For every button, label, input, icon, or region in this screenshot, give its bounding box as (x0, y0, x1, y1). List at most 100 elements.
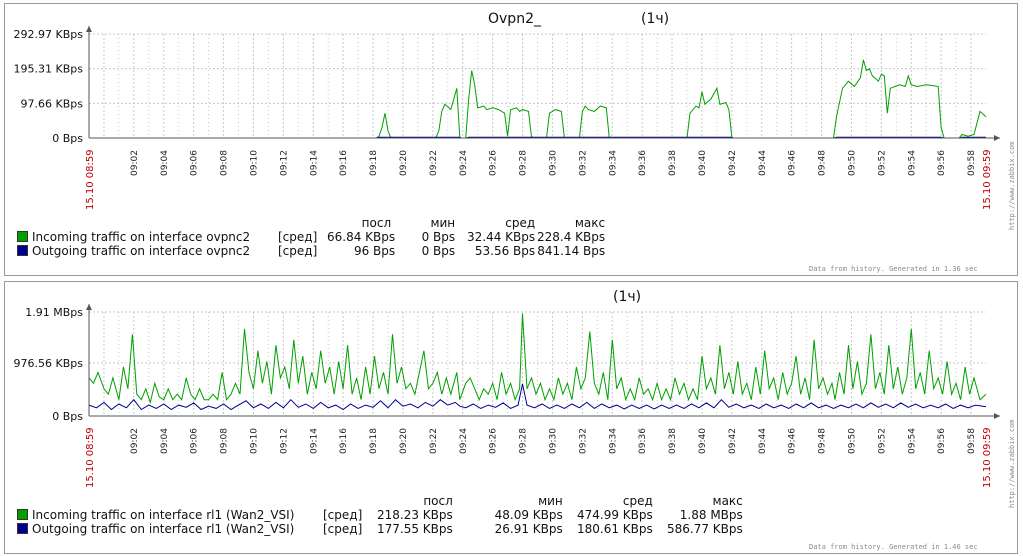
zabbix-side-link[interactable]: http://www.zabbix.com (1008, 141, 1016, 230)
time-tick-label: 09:38 (668, 428, 678, 454)
legend-max: 228.4 KBps (537, 230, 606, 244)
legend-series-name: Outgoing traffic on interface rl1 (Wan2_… (32, 522, 295, 536)
time-tick-label: 09:36 (638, 150, 648, 176)
time-tick-label: 09:54 (907, 428, 917, 454)
legend-func: [сред] (278, 230, 318, 244)
time-tick-label: 09:14 (309, 150, 319, 176)
time-tick-label: 09:14 (309, 428, 319, 454)
legend-func: [сред] (278, 244, 318, 258)
legend-header-last: посл (361, 216, 392, 230)
legend-func: [сред] (323, 522, 363, 536)
legend-func: [сред] (323, 508, 363, 522)
time-tick-label: 09:28 (519, 428, 529, 454)
legend-row-incoming: Incoming traffic on interface ovpnc2 [ср… (17, 230, 605, 244)
time-tick-label: 09:16 (339, 428, 349, 454)
legend-min: 0 Bps (421, 230, 456, 244)
y-axis-arrow-icon (86, 304, 92, 310)
time-tick-label: 09:52 (877, 150, 887, 176)
legend-table: посл мин сред макс Incoming traffic on i… (17, 216, 605, 258)
time-tick-label: 09:42 (728, 150, 738, 176)
time-tick-label: 09:20 (399, 428, 409, 454)
outgoing-swatch-icon (17, 245, 28, 256)
incoming-series-line (88, 313, 987, 405)
time-edge-label: 15.10 09:59 (982, 427, 993, 488)
legend-table: посл мин сред макс Incoming traffic on i… (17, 494, 743, 536)
time-tick-label: 09:28 (519, 150, 529, 176)
time-tick-label: 09:40 (698, 428, 708, 454)
y-tick-label: 1.91 MBps (25, 306, 83, 319)
zabbix-side-link[interactable]: http://www.zabbix.com (1008, 419, 1016, 508)
graph-period: (1ч) (641, 11, 670, 27)
time-tick-label: 09:10 (249, 428, 259, 454)
incoming-swatch-icon (17, 231, 28, 242)
time-tick-label: 09:12 (279, 150, 289, 176)
time-tick-label: 09:32 (578, 150, 588, 176)
time-tick-label: 09:44 (758, 150, 768, 176)
legend-avg: 474.99 KBps (577, 508, 653, 522)
title-redaction (343, 8, 633, 32)
graph-period: (1ч) (613, 289, 642, 305)
time-tick-label: 09:30 (548, 428, 558, 454)
legend-header-max: макс (574, 216, 606, 230)
time-tick-label: 09:10 (249, 150, 259, 176)
y-axis-arrow-icon (86, 26, 92, 32)
time-tick-label: 09:04 (160, 428, 170, 454)
time-tick-label: 09:16 (339, 150, 349, 176)
legend-header-row: посл мин сред макс (17, 494, 742, 508)
time-tick-label: 09:22 (429, 150, 439, 176)
legend-header-avg: сред (505, 216, 536, 230)
time-tick-label: 09:02 (130, 150, 140, 176)
legend-avg: 53.56 Bps (474, 244, 536, 258)
title-redaction (367, 286, 607, 310)
time-tick-label: 09:26 (489, 428, 499, 454)
time-tick-label: 09:36 (638, 428, 648, 454)
time-tick-label: 09:08 (220, 150, 230, 176)
y-tick-label: 0 Bps (52, 410, 83, 423)
time-tick-label: 09:38 (668, 150, 678, 176)
generation-footer: Data from history. Generated in 1.46 sec (809, 543, 978, 551)
time-tick-label: 09:54 (907, 150, 917, 176)
time-tick-label: 09:18 (369, 150, 379, 176)
legend-last: 66.84 KBps (327, 230, 396, 244)
time-tick-label: 09:44 (758, 428, 768, 454)
time-tick-label: 09:48 (818, 150, 828, 176)
time-tick-label: 09:12 (279, 428, 289, 454)
graph-panel-rl1: 09:02 09:04 09:06 09:08 09:10 09:12 09:14 09:16… (4, 281, 1018, 554)
traffic-chart-rl1: 09:02 09:04 09:06 09:08 09:10 09:12 09:14 09:16… (14, 304, 1000, 488)
x-axis-arrow-icon (994, 135, 1000, 141)
legend-header-min: мин (538, 494, 563, 508)
legend-min: 26.91 KBps (494, 522, 563, 536)
graph-title: Ovpn2_ (488, 11, 541, 27)
time-tick-label: 09:08 (220, 428, 230, 454)
time-tick-label: 09:34 (608, 150, 618, 176)
legend-series-name: Outgoing traffic on interface ovpnc2 (32, 244, 251, 258)
y-tick-label: 195.31 KBps (14, 63, 84, 76)
legend-max: 841.14 Bps (537, 244, 606, 258)
time-tick-label: 09:22 (429, 428, 439, 454)
incoming-swatch-icon (17, 509, 28, 520)
time-tick-label: 09:48 (818, 428, 828, 454)
legend-last: 177.55 KBps (377, 522, 453, 536)
legend-series-name: Incoming traffic on interface ovpnc2 (32, 230, 251, 244)
legend-max: 586.77 KBps (667, 522, 743, 536)
time-tick-label: 09:40 (698, 150, 708, 176)
time-tick-label: 09:24 (459, 150, 469, 176)
time-tick-label: 09:56 (937, 428, 947, 454)
time-tick-label: 09:46 (788, 150, 798, 176)
time-tick-label: 09:52 (877, 428, 887, 454)
legend-row-incoming: Incoming traffic on interface rl1 (Wan2_… (17, 508, 743, 522)
legend-row-outgoing: Outgoing traffic on interface rl1 (Wan2_… (17, 522, 743, 536)
traffic-chart-ovpn2: 09:02 09:04 09:06 09:08 09:10 09:12 09:14 09:16… (14, 26, 1000, 210)
legend-avg: 32.44 KBps (467, 230, 536, 244)
generation-footer: Data from history. Generated in 1.36 sec (809, 265, 978, 273)
time-tick-label: 09:06 (190, 150, 200, 176)
time-tick-label: 09:34 (608, 428, 618, 454)
time-tick-label: 09:04 (160, 150, 170, 176)
time-tick-label: 09:42 (728, 428, 738, 454)
outgoing-swatch-icon (17, 523, 28, 534)
graph-panel-ovpn2: 09:02 09:04 09:06 09:08 09:10 09:12 09:14 09:16… (4, 3, 1018, 276)
time-tick-label: 09:26 (489, 150, 499, 176)
time-tick-label: 09:20 (399, 150, 409, 176)
time-edge-label: 15.10 09:59 (982, 149, 993, 210)
y-tick-label: 292.97 KBps (14, 28, 84, 41)
